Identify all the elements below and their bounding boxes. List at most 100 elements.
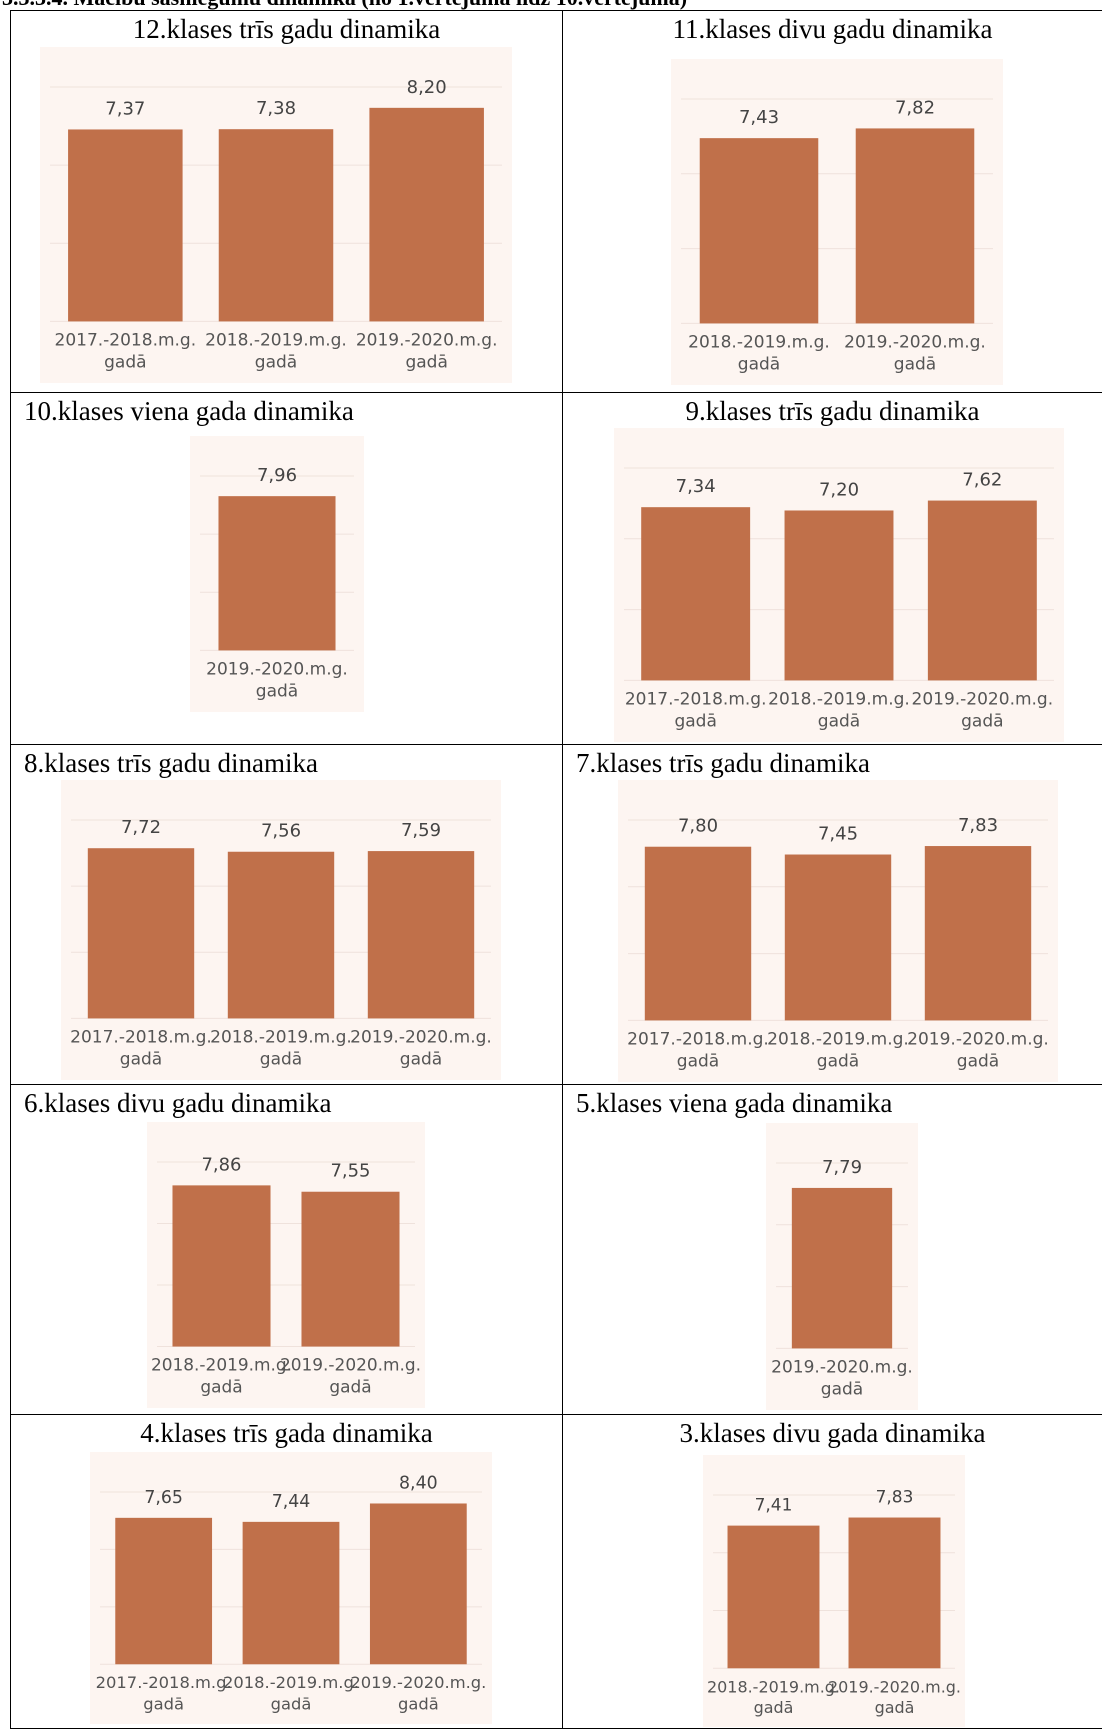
chart-title: 6.klases divu gadu dinamika — [24, 1087, 331, 1119]
bar — [218, 496, 335, 650]
category-label: 2018.-2019.m.g. — [205, 330, 347, 350]
bar — [243, 1522, 340, 1664]
bar — [645, 847, 751, 1021]
category-label: 2019.-2020.m.g. — [206, 659, 348, 679]
category-label: gadā — [255, 352, 297, 372]
category-label: gadā — [674, 711, 716, 731]
bar — [88, 848, 194, 1018]
cell-grade-10: 10.klases viena gada dinamika 7,96 2019.-… — [11, 393, 563, 745]
category-label: gadā — [821, 1379, 863, 1399]
bar — [368, 851, 474, 1018]
bar — [219, 129, 334, 321]
category-label: gadā — [143, 1695, 184, 1714]
bar — [301, 1192, 399, 1347]
category-label: 2019.-2020.m.g. — [350, 1673, 486, 1692]
category-label: gadā — [329, 1376, 371, 1396]
category-label: 2017.-2018.m.g. — [625, 689, 767, 709]
chart-title: 12.klases trīs gadu dinamika — [11, 13, 562, 45]
chart-title: 9.klases trīs gadu dinamika — [563, 395, 1102, 427]
data-label: 7,43 — [739, 107, 779, 128]
data-label: 7,56 — [261, 821, 301, 842]
category-label: gadā — [818, 711, 860, 731]
data-label: 7,59 — [401, 820, 441, 841]
data-label: 7,37 — [105, 98, 145, 119]
data-label: 8,20 — [407, 77, 447, 98]
category-label: 2019.-2020.m.g. — [907, 1029, 1049, 1049]
category-label: 2017.-2018.m.g. — [96, 1673, 232, 1692]
bar — [785, 855, 891, 1021]
category-label: 2017.-2018.m.g. — [627, 1029, 769, 1049]
category-label: gadā — [961, 711, 1003, 731]
chart-title: 11.klases divu gadu dinamika — [563, 13, 1102, 45]
bar — [172, 1185, 270, 1346]
data-label: 7,55 — [331, 1161, 371, 1182]
category-label: 2019.-2020.m.g. — [356, 330, 498, 350]
data-label: 7,45 — [818, 824, 858, 845]
data-label: 7,34 — [676, 476, 716, 497]
data-label: 7,83 — [876, 1488, 914, 1508]
data-label: 7,20 — [819, 479, 859, 500]
category-label: 2018.-2019.m.g. — [223, 1673, 359, 1692]
chart-title: 7.klases trīs gadu dinamika — [576, 747, 870, 779]
cell-grade-9: 9.klases trīs gadu dinamika 7,34 2017.-20… — [563, 393, 1102, 745]
data-label: 7,80 — [678, 816, 718, 837]
chart-title: 4.klases trīs gada dinamika — [11, 1417, 562, 1449]
bar — [68, 129, 183, 321]
bar — [928, 501, 1037, 681]
bar — [785, 510, 894, 680]
category-label: gadā — [754, 1698, 794, 1717]
category-label: gadā — [957, 1051, 999, 1071]
category-label: 2018.-2019.m.g. — [707, 1677, 840, 1696]
chart-title: 3.klases divu gada dinamika — [563, 1417, 1102, 1449]
chart-title: 8.klases trīs gadu dinamika — [24, 747, 318, 779]
chart-grade-3: 7,41 2018.-2019.m.g. gadā 7,83 2019.-2020.m.… — [703, 1455, 965, 1727]
bar — [856, 128, 975, 323]
cropped-heading-text: 3.3.3.4. Mācību sasniegumu dinamika (no … — [2, 0, 687, 9]
data-label: 7,38 — [256, 98, 296, 119]
category-label: 2019.-2020.m.g. — [280, 1355, 421, 1375]
category-label: 2017.-2018.m.g. — [55, 330, 197, 350]
category-label: 2019.-2020.m.g. — [828, 1677, 961, 1696]
bar — [369, 108, 484, 322]
chart-title: 10.klases viena gada dinamika — [24, 395, 354, 427]
bar — [700, 138, 819, 323]
bar — [115, 1518, 212, 1664]
category-label: gadā — [677, 1051, 719, 1071]
bar — [728, 1526, 820, 1669]
bar — [641, 507, 750, 680]
cell-grade-12: 12.klases trīs gadu dinamika 7,37 2017.-2… — [11, 11, 563, 393]
category-label: gadā — [398, 1695, 439, 1714]
chart-grade-6: 7,862018.-2019.m.g.gadā7,552019.-2020.m.… — [147, 1122, 425, 1408]
chart-grade-8: 7,722017.-2018.m.g.gadā7,562018.-2019.m.… — [61, 780, 501, 1080]
category-label: 2018.-2019.m.g. — [768, 689, 910, 709]
category-label: gadā — [260, 1049, 302, 1069]
bar — [370, 1503, 467, 1664]
data-label: 7,41 — [755, 1496, 793, 1516]
category-label: gadā — [120, 1049, 162, 1069]
category-label: 2019.-2020.m.g. — [912, 689, 1054, 709]
category-label: gadā — [894, 354, 936, 374]
cell-grade-3: 3.klases divu gada dinamika 7,41 2018.-20… — [563, 1415, 1102, 1729]
category-label: gadā — [256, 681, 298, 701]
category-label: gadā — [400, 1049, 442, 1069]
chart-grade-4: 7,652017.-2018.m.g.gadā7,442018.-2019.m.… — [90, 1452, 492, 1724]
category-label: 2017.-2018.m.g. — [70, 1027, 212, 1047]
data-label: 8,40 — [399, 1473, 438, 1493]
category-label: gadā — [738, 354, 780, 374]
data-label: 7,96 — [257, 465, 297, 486]
category-label: gadā — [405, 352, 447, 372]
data-label: 7,79 — [822, 1157, 862, 1178]
category-label: gadā — [271, 1695, 312, 1714]
cropped-heading: 3.3.3.4. Mācību sasniegumu dinamika (no … — [0, 0, 1102, 10]
category-label: gadā — [817, 1051, 859, 1071]
bar — [228, 852, 334, 1019]
category-label: 2018.-2019.m.g. — [210, 1027, 352, 1047]
bar — [925, 846, 1031, 1020]
category-label: 2019.-2020.m.g. — [771, 1357, 913, 1377]
chart-grade-5: 7,79 2019.-2020.m.g.gadā — [766, 1123, 918, 1410]
category-label: gadā — [875, 1698, 915, 1717]
